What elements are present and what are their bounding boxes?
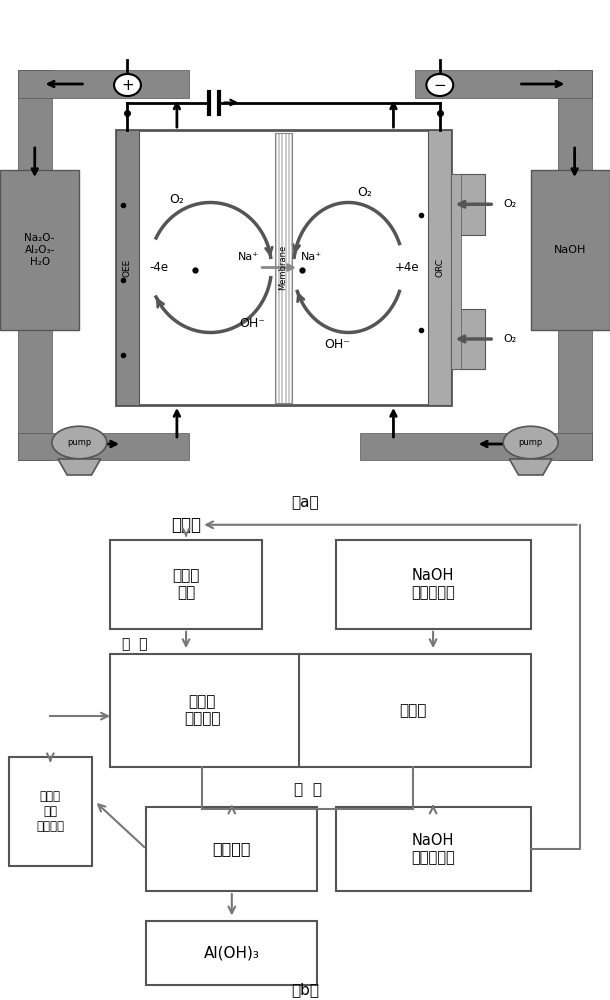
Text: （b）: （b） [291, 983, 319, 998]
FancyBboxPatch shape [360, 432, 592, 460]
FancyBboxPatch shape [18, 70, 189, 98]
Text: （a）: （a） [291, 495, 319, 510]
FancyBboxPatch shape [274, 132, 276, 402]
Text: +: + [121, 78, 134, 93]
FancyBboxPatch shape [110, 654, 531, 767]
FancyBboxPatch shape [531, 170, 610, 330]
FancyBboxPatch shape [116, 130, 139, 405]
Text: 铝酸钠
溶液: 铝酸钠 溶液 [173, 568, 199, 600]
Text: OH⁻: OH⁻ [239, 317, 265, 330]
FancyBboxPatch shape [146, 921, 317, 985]
Text: OH⁻: OH⁻ [325, 338, 350, 351]
FancyBboxPatch shape [146, 807, 317, 891]
FancyBboxPatch shape [0, 170, 79, 330]
Text: Na⁺: Na⁺ [239, 252, 259, 262]
Text: 稀  释: 稀 释 [122, 638, 148, 652]
Ellipse shape [503, 426, 558, 459]
FancyBboxPatch shape [291, 132, 293, 402]
Polygon shape [509, 459, 552, 475]
Text: 电  解: 电 解 [294, 782, 322, 797]
Text: O₂: O₂ [357, 186, 372, 199]
FancyBboxPatch shape [278, 132, 280, 402]
Text: ORC: ORC [436, 258, 444, 277]
Ellipse shape [52, 426, 107, 459]
Text: Al(OH)₃: Al(OH)₃ [204, 945, 260, 960]
Text: Membrane: Membrane [279, 245, 287, 290]
Text: Na₂O-
Al₂O₃-
H₂O: Na₂O- Al₂O₃- H₂O [24, 233, 55, 267]
FancyBboxPatch shape [288, 132, 290, 402]
Text: OEE: OEE [123, 258, 132, 277]
FancyBboxPatch shape [451, 174, 461, 369]
FancyBboxPatch shape [110, 540, 262, 629]
FancyBboxPatch shape [336, 540, 531, 629]
Text: +4e: +4e [395, 261, 419, 274]
Text: pump: pump [518, 438, 543, 447]
FancyBboxPatch shape [18, 70, 52, 460]
Text: NaOH
（低浓度）: NaOH （低浓度） [411, 568, 455, 600]
FancyBboxPatch shape [451, 174, 485, 234]
Text: 种分过程: 种分过程 [212, 842, 251, 857]
Text: O₂: O₂ [169, 193, 184, 206]
Circle shape [114, 74, 141, 96]
FancyBboxPatch shape [9, 757, 92, 866]
Text: NaOH
（高浓度）: NaOH （高浓度） [411, 833, 455, 865]
FancyBboxPatch shape [558, 70, 592, 460]
Text: Na⁺: Na⁺ [301, 252, 321, 262]
FancyBboxPatch shape [116, 130, 451, 405]
Circle shape [426, 74, 453, 96]
Text: 铝酸钠
溶液
（室温）: 铝酸钠 溶液 （室温） [37, 790, 64, 833]
Text: -4e: -4e [149, 261, 168, 274]
FancyBboxPatch shape [415, 70, 592, 98]
Text: 阳极室
（高温）: 阳极室 （高温） [184, 694, 221, 727]
Text: −: − [434, 78, 446, 93]
FancyBboxPatch shape [284, 132, 287, 402]
FancyBboxPatch shape [451, 309, 485, 369]
Text: pump: pump [67, 438, 91, 447]
Text: 阴极室: 阴极室 [399, 703, 426, 718]
Text: O₂: O₂ [503, 199, 517, 209]
Text: NaOH: NaOH [554, 245, 587, 255]
FancyBboxPatch shape [428, 130, 451, 405]
FancyBboxPatch shape [18, 432, 189, 460]
Text: O₂: O₂ [503, 334, 517, 344]
FancyBboxPatch shape [281, 132, 283, 402]
Polygon shape [58, 459, 101, 475]
Text: 氧化铝: 氧化铝 [171, 516, 201, 534]
FancyBboxPatch shape [336, 807, 531, 891]
